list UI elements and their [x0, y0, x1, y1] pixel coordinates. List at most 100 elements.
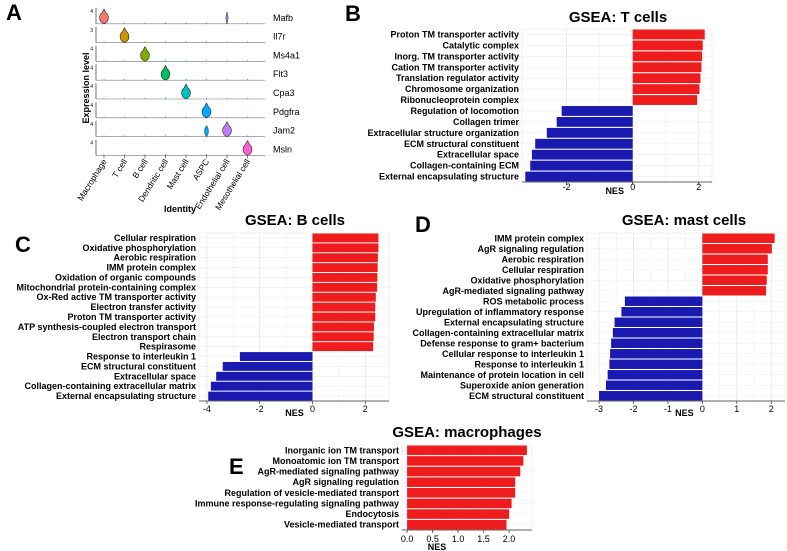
term-label: External encapsulating structure: [444, 317, 584, 327]
term-label: Collagen trimer: [453, 117, 520, 127]
bar-e: [407, 488, 516, 498]
term-label: Electron transfer activity: [90, 302, 196, 312]
violin-shape: [181, 83, 191, 100]
bar-b: [546, 127, 633, 138]
bar-c: [312, 233, 379, 243]
bar-c: [312, 342, 374, 352]
bar-c: [210, 381, 313, 391]
x-tick-label: -2: [256, 404, 264, 414]
term-label: Respirasome: [139, 342, 196, 352]
bar-d: [599, 391, 703, 401]
x-tick-label: -2: [563, 182, 571, 192]
term-label: Collagen-containing extracellular matrix: [412, 328, 584, 338]
bar-d: [621, 307, 703, 317]
panel-letter-b: B: [345, 1, 361, 26]
x-tick-label: 1.5: [477, 534, 490, 544]
bar-e: [407, 519, 507, 530]
violin-row-scale: 4: [90, 9, 93, 15]
bar-c: [239, 352, 313, 361]
bar-d: [612, 328, 703, 338]
panel-letter-e: E: [229, 454, 244, 479]
gene-label: Ms4a1: [273, 50, 300, 60]
bar-d: [702, 265, 768, 275]
gene-label: Flt3: [273, 69, 288, 79]
term-label: ECM structural constituent: [404, 139, 519, 149]
bar-d: [610, 349, 703, 359]
bar-d: [607, 370, 703, 380]
term-label: Vesicle-mediated transport: [284, 520, 399, 530]
x-tick-label: 0.0: [401, 534, 414, 544]
term-label: IMM protein complex: [494, 233, 584, 243]
term-label: Oxidative phosphorylation: [82, 243, 196, 253]
term-label: Extracellular space: [114, 371, 196, 381]
x-tick-label: 1.0: [452, 534, 465, 544]
bar-e: [407, 498, 512, 509]
panel-letter-a: A: [6, 0, 22, 25]
x-tick-label: 1: [734, 404, 739, 414]
term-label: Extracellular structure organization: [367, 128, 519, 138]
bar-d: [702, 233, 775, 243]
gene-label: Pdgfra: [273, 107, 300, 117]
x-tick-label: 2: [696, 182, 701, 192]
term-label: Collagen-containing extracellular matrix: [24, 381, 196, 391]
chart-title: GSEA: B cells: [245, 212, 345, 229]
bar-d: [702, 244, 772, 254]
term-label: Proton TM transporter activity: [390, 29, 519, 39]
term-label: Cellular response to interleukin 1: [442, 349, 584, 359]
term-label: Inorg. TM transporter activity: [394, 51, 519, 61]
term-label: ECM structural constituent: [469, 391, 584, 401]
violin-shape: [160, 64, 171, 81]
bar-d: [614, 317, 703, 327]
chart-title: GSEA: mast cells: [622, 212, 746, 229]
x-axis-title: NES: [605, 186, 624, 196]
term-label: Regulation of locomotion: [411, 106, 520, 116]
term-label: Response to interleukin 1: [86, 352, 196, 362]
term-label: Proton TM transporter activity: [67, 312, 196, 322]
violin-shape-secondary: [225, 11, 229, 24]
chart-title: GSEA: macrophages: [392, 424, 541, 441]
x-axis-title: NES: [675, 408, 694, 418]
term-label: Catalytic complex: [442, 40, 519, 50]
term-label: Monoatomic ion TM transport: [273, 456, 400, 466]
bar-e: [407, 456, 524, 466]
term-label: Cellular respiration: [114, 233, 196, 243]
x-tick-label: 0: [630, 182, 635, 192]
bar-c: [312, 282, 378, 292]
bar-d: [609, 359, 703, 369]
bar-e: [407, 509, 510, 519]
bar-c: [216, 371, 313, 381]
term-label: Inorganic ion TM transport: [285, 445, 399, 455]
violin-shape: [140, 45, 150, 62]
x-tick-label: 2.0: [503, 534, 516, 544]
term-label: Superoxide anion generation: [460, 380, 584, 390]
bar-b: [535, 138, 633, 149]
gene-label: Mafb: [273, 13, 293, 23]
term-label: Defense response to gram+ bacterium: [420, 338, 584, 348]
violin-row-scale: 4: [90, 84, 93, 90]
bar-b: [632, 73, 701, 84]
bar-d: [702, 286, 767, 296]
bar-b: [561, 106, 633, 116]
bar-c: [312, 302, 376, 312]
term-label: Immune response-regulating signaling pat…: [195, 498, 399, 508]
bar-e: [407, 445, 527, 456]
bar-c: [312, 253, 378, 263]
x-axis-title: NES: [428, 542, 447, 551]
x-tick-label: -4: [203, 404, 211, 414]
bar-d: [702, 275, 767, 285]
cell-type-label: Macrophage: [75, 157, 109, 203]
bar-b: [632, 29, 705, 40]
bar-b: [632, 84, 700, 95]
violin-row-scale: 4: [90, 103, 93, 109]
violin-row-scale: 4: [90, 65, 93, 71]
term-label: AgR signaling regulation: [477, 244, 584, 254]
term-label: Mitochondrial protein-containing complex: [16, 282, 196, 292]
term-label: Cellular respiration: [502, 265, 584, 275]
term-label: Ribonucleoprotein complex: [400, 95, 519, 105]
term-label: Translation regulator activity: [396, 73, 519, 83]
panel-b-gsea-chart: Proton TM transporter activityCatalytic …: [367, 9, 713, 196]
bar-b: [531, 149, 633, 160]
